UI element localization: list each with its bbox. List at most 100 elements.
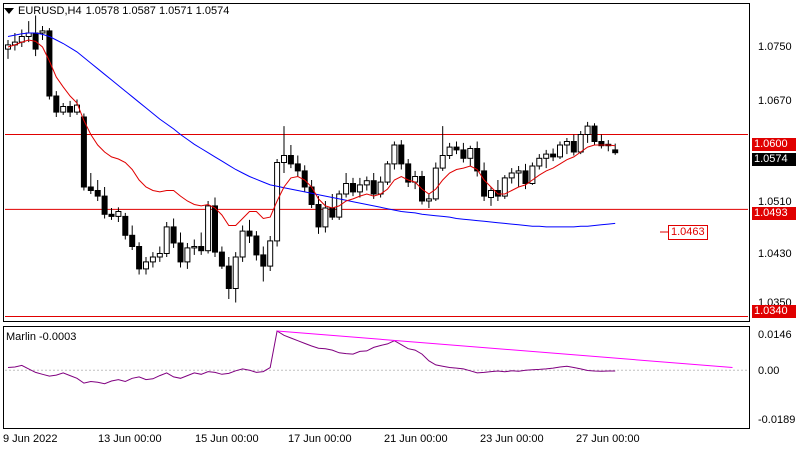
candle-body	[122, 215, 129, 236]
candle-body	[577, 134, 584, 153]
candle-body	[115, 211, 122, 217]
price-axis-label: 1.0670	[758, 95, 792, 107]
candle-body	[253, 235, 260, 256]
indicator-axis-label: -0.0189	[758, 414, 796, 426]
candle-body	[94, 190, 101, 197]
candle-body	[474, 148, 481, 172]
candle-body	[156, 253, 163, 258]
candle-body	[143, 261, 149, 270]
candle-body	[350, 183, 356, 193]
candle-body	[205, 205, 212, 252]
price-axis-label: 1.0430	[758, 248, 792, 260]
price-panel[interactable]	[3, 3, 750, 322]
price-axis-label: 1.0750	[758, 41, 792, 53]
candle-body	[384, 163, 391, 183]
time-axis-label: 13 Jun 00:00	[98, 433, 162, 445]
candle-body	[439, 155, 446, 169]
candle-body	[543, 153, 550, 159]
candle-body	[212, 205, 218, 253]
candle-body	[67, 106, 74, 113]
candle-body	[612, 149, 619, 154]
candle-body	[363, 180, 370, 186]
candle-body	[536, 157, 543, 167]
candle-body	[46, 30, 53, 97]
candle-body	[446, 146, 453, 157]
candle-body	[39, 30, 46, 34]
candle-body	[550, 153, 557, 158]
candle-body	[570, 141, 577, 153]
indicator-axis-label: 0.0146	[758, 329, 792, 341]
candle-body	[287, 155, 294, 165]
candle-body	[267, 240, 274, 267]
candle-body	[281, 155, 287, 163]
candle-body	[191, 246, 198, 249]
candle-body	[432, 167, 439, 200]
level-tag-1.0600: 1.0600	[752, 138, 796, 151]
candle-body	[239, 230, 246, 258]
price-axis-label: 1.0510	[758, 196, 792, 208]
candle-body	[232, 256, 239, 289]
time-axis-label: 9 Jun 2022	[3, 433, 58, 445]
symbol-label: EURUSD,H4	[18, 5, 82, 17]
candle-body	[170, 226, 177, 244]
indicator-axis-label: 0.00	[758, 365, 780, 377]
time-axis-label: 15 Jun 00:00	[195, 433, 259, 445]
candle-body	[225, 265, 232, 290]
time-axis-label: 21 Jun 00:00	[384, 433, 448, 445]
candle-body	[584, 125, 591, 135]
candle-body	[177, 242, 184, 263]
candle-body	[425, 198, 432, 202]
fast-moving-average-line	[7, 39, 616, 226]
time-axis-label: 23 Jun 00:00	[480, 433, 544, 445]
candle-body	[80, 116, 87, 188]
candle-body	[108, 213, 115, 217]
dropdown-triangle-icon[interactable]	[4, 8, 14, 14]
candle-body	[343, 183, 350, 195]
candle-body	[529, 165, 536, 184]
candle-body	[101, 195, 108, 215]
candle-body	[467, 148, 474, 159]
candle-body	[508, 172, 515, 179]
candle-body	[322, 207, 329, 228]
candle-body	[149, 256, 156, 263]
candle-body	[453, 146, 460, 151]
target-level-label: 1.0463	[668, 225, 708, 240]
candle-body	[501, 177, 508, 197]
candle-body	[53, 95, 60, 113]
candle-body	[315, 204, 322, 228]
candle-body	[218, 251, 225, 267]
candle-body	[87, 186, 94, 191]
candle-body	[460, 149, 467, 159]
candle-body	[591, 125, 598, 142]
indicator-label: Marlin -0.0003	[6, 331, 77, 343]
candle-body	[398, 144, 405, 165]
candle-body	[488, 190, 494, 198]
indicator-panel[interactable]	[3, 326, 750, 429]
candle-body	[356, 184, 363, 193]
candle-body	[370, 180, 377, 195]
time-axis-label: 27 Jun 00:00	[576, 433, 640, 445]
candle-body	[481, 170, 488, 197]
candle-body	[329, 207, 336, 218]
candle-body	[515, 170, 522, 174]
time-axis-label: 17 Jun 00:00	[288, 433, 352, 445]
candle-body	[294, 163, 301, 172]
symbol-header: EURUSD,H4 1.0578 1.0587 1.0571 1.0574	[4, 5, 229, 17]
indicator-line	[7, 330, 616, 385]
candle-body	[260, 254, 267, 267]
candle-body	[184, 247, 191, 263]
candle-body	[563, 141, 570, 146]
candle-body	[163, 226, 170, 254]
candle-body	[598, 141, 605, 147]
candle-body	[405, 163, 412, 183]
candle-body	[136, 246, 143, 270]
level-tag-1.0493: 1.0493	[752, 207, 796, 220]
indicator-trend-line	[277, 330, 733, 369]
candle-body	[198, 246, 205, 252]
candle-body	[391, 144, 398, 165]
candle-body	[129, 234, 136, 248]
current-price-tag: 1.0574	[752, 153, 796, 166]
slow-moving-average-line	[7, 32, 616, 228]
